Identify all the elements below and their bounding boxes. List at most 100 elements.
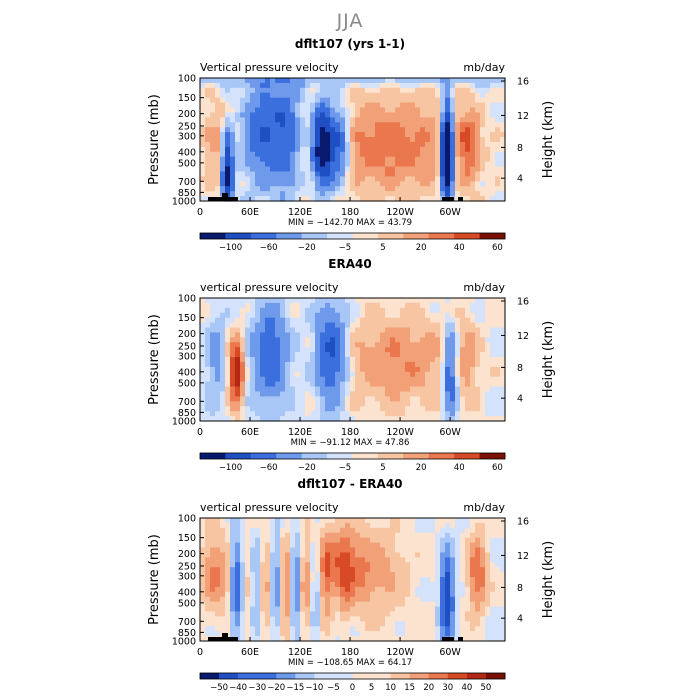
heatmap-cell [435,567,441,573]
heatmap-cell [415,557,421,563]
heatmap-cell [445,401,451,407]
heatmap-cell [200,542,206,549]
heatmap-cell [315,312,321,319]
heatmap-cell [390,396,396,402]
heatmap-cell [490,522,496,529]
heatmap-cell [325,332,331,338]
heatmap-cell [370,322,376,329]
heatmap-cell [475,181,481,187]
heatmap-cell [360,161,366,168]
heatmap-cell [250,611,256,617]
heatmap-cell [390,347,396,353]
heatmap-cell [260,616,266,622]
heatmap-cell [225,176,231,182]
heatmap-cell [495,552,501,558]
heatmap-cell [300,171,306,177]
heatmap-cell [400,347,406,353]
heatmap-cell [480,577,486,583]
heatmap-cell [200,636,206,642]
heatmap-cell [270,391,276,397]
colorbar-label: 20 [423,683,434,693]
heatmap-cell [390,537,396,544]
heatmap-cell [435,542,441,549]
heatmap-cell [380,626,386,632]
heatmap-cell [210,146,216,153]
heatmap-cell [300,542,306,549]
heatmap-cell [215,626,221,632]
heatmap-cell [365,181,371,187]
heatmap-cell [325,117,331,123]
heatmap-cell [410,562,416,568]
heatmap-cell [250,352,256,358]
heatmap-cell [455,92,461,99]
heatmap-cell [475,606,481,613]
heatmap-cell [500,97,506,104]
heatmap-cell [325,92,331,99]
heatmap-cell [220,337,226,343]
heatmap-cell [345,176,351,182]
heatmap-cell [200,146,206,153]
heatmap-cell [450,156,456,163]
heatmap-cell [460,87,466,94]
heatmap-cell [490,376,496,383]
heatmap-cell [305,596,311,603]
heatmap-cell [370,596,376,603]
heatmap-cell [215,567,221,573]
heatmap-cell [485,366,491,373]
heatmap-cell [320,601,326,608]
heatmap-cell [210,87,216,94]
heatmap-cell [445,557,451,563]
heatmap-cell [300,567,306,573]
heatmap-cell [200,332,206,338]
heatmap-cell [295,151,301,158]
heatmap-cell [485,406,491,412]
heatmap-cell [405,527,411,534]
heatmap-cell [435,191,441,197]
heatmap-cell [205,137,211,143]
heatmap-cell [250,601,256,608]
heatmap-cell [345,107,351,114]
heatmap-cell [245,381,251,388]
heatmap-cell [205,371,211,378]
heatmap-cell [425,401,431,407]
heatmap-cell [455,196,461,202]
heatmap-cell [345,376,351,383]
heatmap-cell [490,112,496,118]
heatmap-cell [435,537,441,544]
heatmap-cell [305,381,311,388]
heatmap-cell [470,332,476,338]
heatmap-cell [425,166,431,173]
heatmap-cell [490,416,496,422]
heatmap-cell [220,552,226,558]
heatmap-cell [295,302,301,309]
heatmap-cell [280,557,286,563]
heatmap-cell [280,567,286,573]
heatmap-cell [270,312,276,319]
heatmap-cell [390,562,396,568]
heatmap-cell [255,596,261,603]
heatmap-cell [415,322,421,329]
heatmap-cell [340,406,346,412]
heatmap-cell [235,156,241,163]
heatmap-cell [205,82,211,89]
heatmap-cell [315,322,321,329]
heatmap-cell [485,626,491,632]
heatmap-cell [220,327,226,334]
heatmap-cell [420,532,426,539]
heatmap-cell [250,577,256,583]
heatmap-cell [450,522,456,529]
heatmap-cell [355,416,361,422]
heatmap-cell [450,137,456,143]
heatmap-cell [390,527,396,534]
heatmap-cell [405,302,411,309]
heatmap-cell [470,307,476,314]
heatmap-cell [380,381,386,388]
heatmap-cell [270,122,276,128]
heatmap-cell [475,596,481,603]
heatmap-cell [475,122,481,128]
heatmap-cell [370,636,376,642]
heatmap-cell [435,87,441,94]
heatmap-cell [400,166,406,173]
heatmap-cell [435,322,441,329]
heatmap-cell [400,317,406,324]
